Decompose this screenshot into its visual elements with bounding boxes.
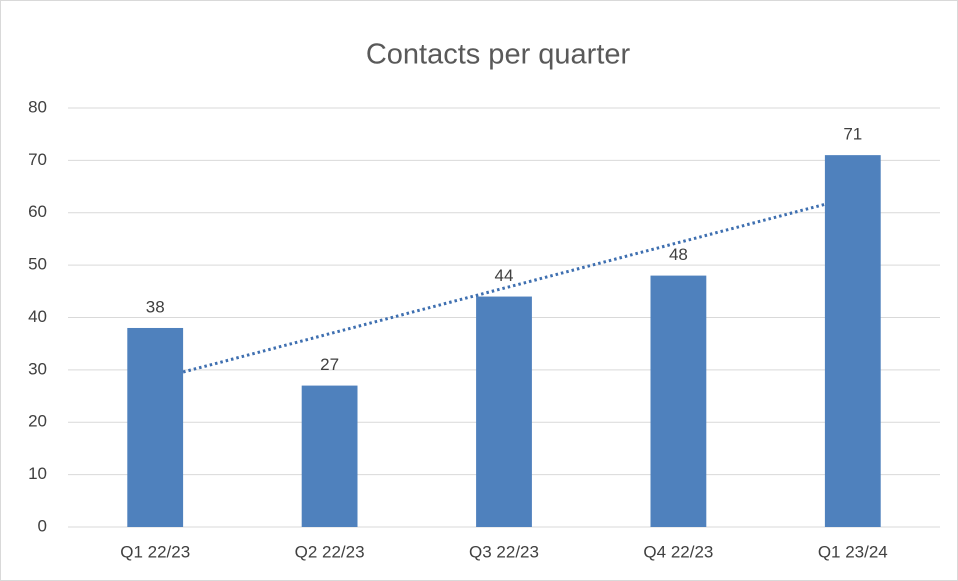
bar	[824, 155, 881, 527]
y-tick-label: 10	[28, 464, 47, 483]
chart-title: Contacts per quarter	[366, 39, 631, 71]
y-tick-label: 80	[28, 97, 47, 116]
bar	[476, 296, 532, 527]
x-tick-label: Q1 23/24	[818, 542, 888, 561]
trendline	[182, 202, 826, 374]
y-tick-label: 50	[28, 255, 47, 274]
bar	[301, 385, 358, 527]
bar	[127, 327, 184, 527]
y-tick-label: 20	[28, 412, 47, 431]
x-tick-label: Q4 22/23	[643, 542, 713, 561]
bar	[650, 275, 707, 527]
x-tick-label: Q3 22/23	[469, 542, 539, 561]
y-tick-label: 70	[28, 150, 47, 169]
data-label: 38	[146, 297, 165, 316]
data-label: 71	[843, 125, 862, 144]
y-tick-label: 0	[38, 516, 47, 535]
y-tick-label: 40	[28, 307, 47, 326]
data-label: 44	[495, 266, 514, 285]
data-label: 48	[669, 245, 688, 264]
data-label: 27	[320, 355, 339, 374]
x-tick-label: Q2 22/23	[295, 542, 365, 561]
y-tick-label: 30	[28, 359, 47, 378]
y-tick-label: 60	[28, 202, 47, 221]
x-tick-label: Q1 22/23	[120, 542, 190, 561]
